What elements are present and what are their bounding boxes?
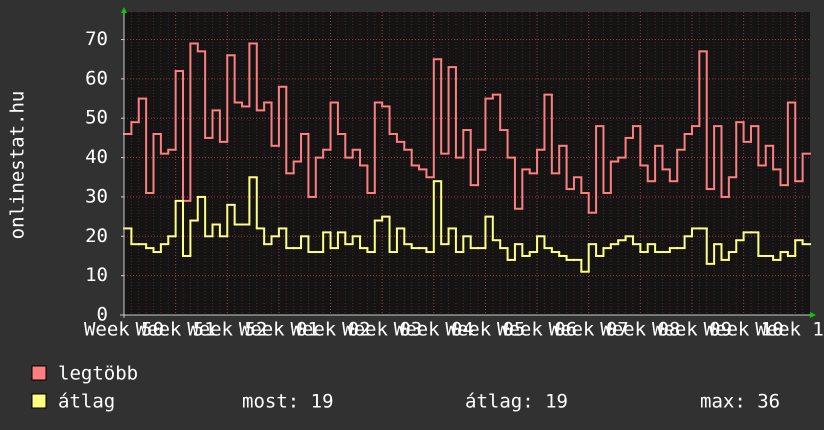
y-tick-label: 50 (85, 107, 108, 129)
legend: legtöbb átlag most: 19 átlag: 19 max: 36 (31, 363, 780, 413)
legend-swatch (31, 393, 47, 409)
stat-label: átlag: 19 (465, 391, 568, 413)
y-tick-label: 10 (85, 264, 108, 286)
x-tick-label: Week 01 (239, 319, 319, 341)
step-connector (130, 177, 804, 272)
axis-arrow (810, 312, 816, 318)
x-tick-label: Week 04 (394, 319, 474, 341)
y-tick-label: 70 (85, 28, 108, 50)
stat-label: most: 19 (242, 391, 334, 413)
y-tick-label: 0 (97, 304, 108, 326)
x-tick-label: Week 51 (136, 319, 216, 341)
x-tick-label: Week 08 (600, 319, 680, 341)
x-tick-label: Week 11 (755, 319, 824, 341)
x-tick-label: Week 07 (549, 319, 629, 341)
x-tick-label: Week 09 (652, 319, 732, 341)
x-tick-label: Week 52 (187, 319, 267, 341)
x-tick-label: Week 03 (342, 319, 422, 341)
stat-label: max: 36 (700, 391, 780, 413)
y-tick-label: 30 (85, 185, 108, 207)
x-tick-label: Week 05 (445, 319, 525, 341)
y-tick-label: 40 (85, 146, 108, 168)
axis-arrow (121, 7, 127, 13)
x-tick-label: Week 10 (704, 319, 784, 341)
y-tick-label: 60 (85, 67, 108, 89)
legend-label: legtöbb (58, 363, 138, 385)
x-tick-label: Week 02 (290, 319, 370, 341)
y-tick-label: 20 (85, 225, 108, 247)
x-tick-label: Week 06 (497, 319, 577, 341)
plot-area (124, 12, 810, 315)
marks (123, 42, 811, 273)
legend-swatch (31, 365, 47, 381)
legend-label: átlag (58, 391, 115, 413)
x-tick-label: Week 50 (84, 319, 164, 341)
step-connector (130, 43, 804, 213)
y-axis-label: onlinestat.hu (7, 91, 29, 240)
